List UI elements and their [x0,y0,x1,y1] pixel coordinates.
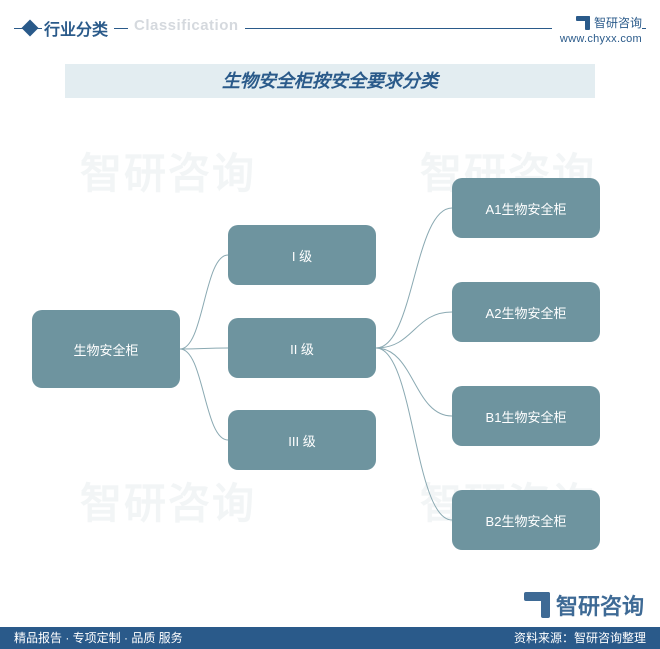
brand-logo-icon [576,16,590,30]
header-diamond-icon [22,20,39,37]
tree-node-a1: A1生物安全柜 [452,178,600,238]
tree-edge [376,348,452,520]
watermark-text: 智研咨询 [80,140,256,201]
brand-bottom: 智研咨询 [524,589,644,621]
tree-node-l2: II 级 [228,318,376,378]
tree-edge [180,255,228,349]
tree-node-l1: I 级 [228,225,376,285]
tree-edge [180,348,228,349]
tree-edge [376,348,452,416]
watermark-text: 智研咨询 [80,470,256,531]
tree-edge [376,312,452,348]
tree-node-a2: A2生物安全柜 [452,282,600,342]
brand-url: www.chyxx.com [560,33,642,45]
tree-edge [376,208,452,348]
brand-name: 智研咨询 [594,14,642,31]
tree-node-b1: B1生物安全柜 [452,386,600,446]
tree-node-l3: III 级 [228,410,376,470]
brand-bottom-logo-icon [524,592,550,618]
tree-node-b2: B2生物安全柜 [452,490,600,550]
tree-edge [180,349,228,440]
header-subtitle-en: Classification [128,17,245,34]
brand-block: 智研咨询 www.chyxx.com [552,14,642,45]
brand-bottom-name: 智研咨询 [556,589,644,621]
header: 行业分类 Classification 智研咨询 www.chyxx.com [0,10,660,46]
chart-subtitle: 生物安全柜按安全要求分类 [65,64,595,98]
tree-node-root: 生物安全柜 [32,310,180,388]
footer-bar: 精品报告 · 专项定制 · 品质 服务 资料来源：智研咨询整理 [0,627,660,649]
footer-right: 资料来源：智研咨询整理 [514,627,646,649]
header-title: 行业分类 [42,16,114,40]
footer-left: 精品报告 · 专项定制 · 品质 服务 [14,627,183,649]
